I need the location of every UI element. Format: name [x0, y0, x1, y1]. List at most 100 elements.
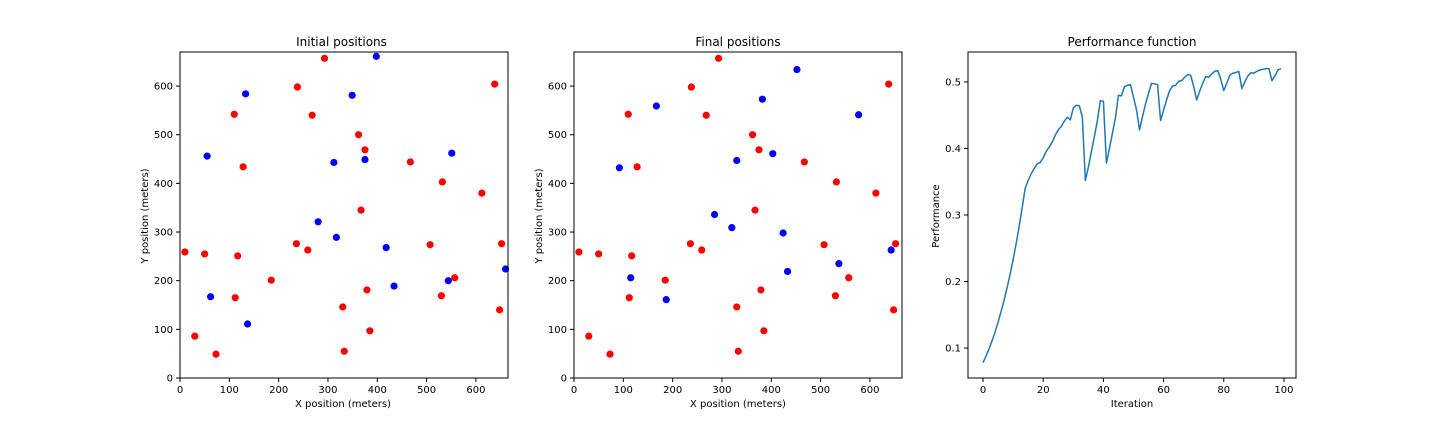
scatter-point-red	[363, 286, 371, 294]
x-axis-label: X position (meters)	[690, 399, 786, 410]
scatter-point-blue	[835, 260, 843, 268]
scatter-point-red	[872, 189, 880, 197]
scatter-point-red	[891, 240, 900, 248]
x-tick-label: 400	[762, 385, 781, 396]
scatter-point-blue	[652, 102, 660, 110]
scatter-point-red	[231, 294, 239, 302]
x-tick-label: 200	[663, 385, 682, 396]
scatter-point-blue	[710, 210, 719, 219]
scatter-point-red	[575, 248, 583, 256]
scatter-point-blue	[206, 293, 215, 301]
scatter-point-blue	[779, 229, 787, 237]
x-tick-label: 100	[1274, 385, 1293, 396]
scatter-point-red	[714, 54, 723, 62]
scatter-point-red	[340, 347, 348, 355]
scatter-point-blue	[733, 156, 741, 165]
performance-function-chart: Performance function Iteration Performan…	[931, 35, 1297, 410]
scatter-point-red	[267, 276, 275, 284]
plot-frame	[179, 51, 509, 379]
scatter-point-red	[734, 347, 742, 355]
scatter-point-red	[757, 286, 765, 294]
x-axis-label: Iteration	[1111, 399, 1153, 410]
scatter-point-blue	[444, 277, 452, 285]
scatter-point-red	[800, 158, 808, 166]
scatter-point-red	[354, 131, 363, 139]
scatter-point-red	[832, 178, 841, 186]
x-tick-label: 600	[860, 385, 879, 396]
x-tick-label: 0	[571, 385, 577, 396]
scatter-point-red	[885, 80, 893, 88]
scatter-point-red	[406, 158, 414, 166]
x-tick-label: 600	[466, 385, 485, 396]
scatter-point-red	[292, 240, 300, 248]
scatter-point-red	[755, 146, 763, 154]
scatter-point-blue	[501, 265, 510, 273]
scatter-point-red	[625, 294, 633, 302]
scatter-point-blue	[348, 91, 356, 99]
x-tick-label: 100	[220, 385, 239, 396]
x-tick-label: 0	[177, 385, 183, 396]
scatter-point-red	[181, 248, 189, 256]
scatter-point-red	[438, 178, 446, 186]
scatter-point-red	[191, 332, 199, 340]
chart-title: Performance function	[1068, 35, 1197, 49]
scatter-point-red	[437, 292, 446, 300]
scatter-point-red	[234, 252, 242, 260]
scatter-point-red	[361, 146, 369, 154]
scatter-point-red	[304, 246, 312, 254]
scatter-point-red	[201, 250, 209, 258]
scatter-point-red	[585, 332, 593, 340]
scatter-point-red	[320, 54, 329, 62]
x-tick-label: 200	[269, 385, 288, 396]
scatter-point-blue	[332, 233, 340, 241]
scatter-point-red	[239, 163, 247, 171]
scatter-point-red	[831, 292, 840, 300]
x-tick-label: 80	[1217, 385, 1230, 396]
chart-title: Initial positions	[296, 35, 387, 49]
scatter-point-blue	[855, 111, 863, 119]
scatter-point-blue	[769, 150, 777, 158]
scatter-point-red	[366, 327, 374, 335]
scatter-point-red	[426, 241, 434, 249]
series-line	[982, 67, 1282, 364]
y-tick-label: 200	[548, 276, 567, 287]
scatter-point-blue	[758, 95, 767, 103]
scatter-point-red	[760, 327, 768, 335]
plot-frame	[573, 51, 903, 379]
y-tick-label: 400	[548, 179, 567, 190]
x-tick-label: 100	[614, 385, 633, 396]
y-tick-label: 0.1	[945, 344, 961, 355]
y-axis-label: Y position (meters)	[140, 168, 151, 264]
y-tick-label: 0.3	[945, 211, 961, 222]
scatter-point-blue	[793, 65, 801, 74]
scatter-point-red	[633, 163, 641, 171]
scatter-point-red	[820, 241, 828, 249]
y-tick-label: 500	[154, 130, 173, 141]
scatter-point-blue	[314, 218, 322, 226]
scatter-point-blue	[783, 267, 792, 276]
scatter-point-blue	[330, 158, 338, 167]
scatter-point-red	[687, 83, 695, 91]
y-tick-label: 600	[548, 82, 567, 93]
scatter-point-blue	[243, 320, 252, 328]
scatter-point-blue	[372, 52, 380, 60]
x-tick-label: 500	[811, 385, 830, 396]
scatter-point-blue	[361, 155, 369, 164]
y-tick-label: 100	[548, 325, 567, 336]
scatter-point-red	[686, 240, 695, 248]
scatter-point-red	[595, 250, 603, 258]
scatter-point-red	[293, 83, 301, 91]
x-tick-label: 300	[712, 385, 731, 396]
y-tick-label: 600	[154, 82, 173, 93]
scatter-point-red	[339, 303, 347, 311]
y-tick-label: 0.5	[945, 77, 961, 88]
scatter-point-red	[845, 274, 853, 282]
y-tick-label: 0.2	[945, 277, 961, 288]
scatter-point-red	[497, 240, 506, 248]
scatter-point-blue	[662, 296, 670, 304]
scatter-point-red	[698, 246, 706, 254]
x-tick-label: 400	[368, 385, 387, 396]
x-tick-label: 500	[417, 385, 436, 396]
